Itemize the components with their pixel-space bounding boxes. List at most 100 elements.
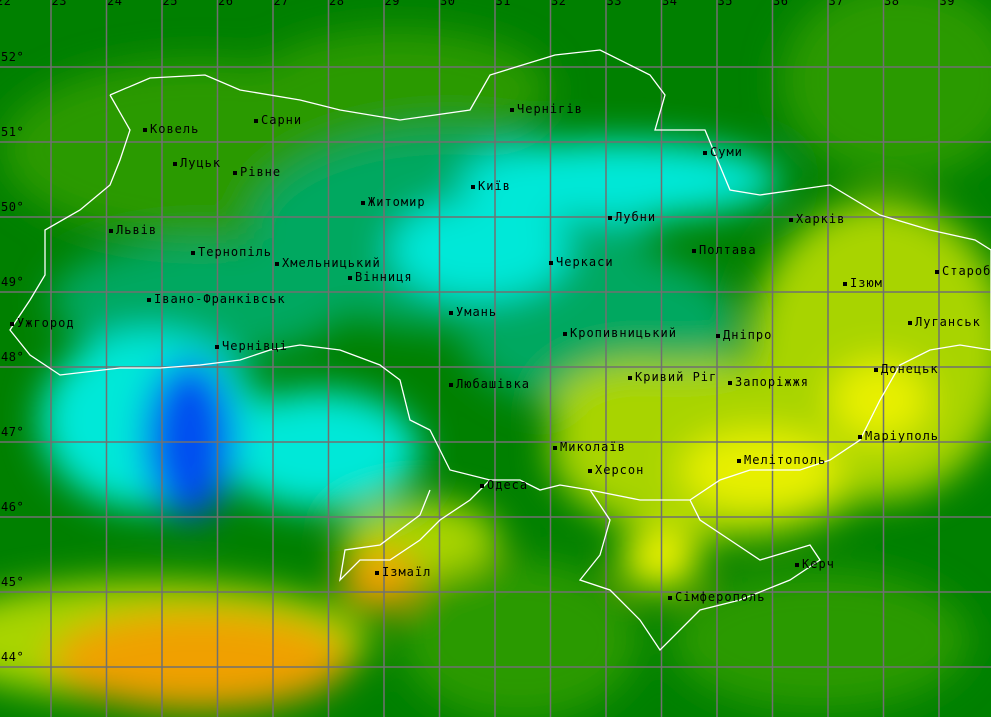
city-dot-icon (109, 228, 113, 233)
city-marker: Івано-Франківськ (147, 293, 286, 305)
longitude-label: 24 (107, 0, 123, 8)
city-label: Маріуполь (865, 429, 940, 443)
city-label: Житомир (368, 195, 426, 209)
city-marker: Керч (795, 558, 835, 570)
latitude-label: 45° (1, 575, 25, 589)
city-dot-icon (375, 570, 379, 575)
city-label: Старобільськ (942, 264, 991, 278)
field-region (780, 0, 991, 180)
field-region (460, 140, 780, 220)
city-dot-icon (348, 275, 352, 280)
city-label: Кропивницький (570, 326, 677, 340)
city-marker: Суми (703, 146, 743, 158)
city-label: Запоріжжя (735, 375, 810, 389)
city-dot-icon (703, 150, 707, 155)
city-label: Суми (710, 145, 743, 159)
longitude-label: 38 (884, 0, 900, 8)
longitude-label: 27 (273, 0, 289, 8)
longitude-label: 28 (329, 0, 345, 8)
city-dot-icon (143, 127, 147, 132)
city-marker: Житомир (361, 196, 426, 208)
city-label: Мелітополь (744, 453, 827, 467)
field-region (340, 550, 420, 610)
latitude-label: 50° (1, 200, 25, 214)
city-marker: Хмельницький (275, 257, 381, 269)
city-marker: Луцьк (173, 157, 221, 169)
field-region (550, 360, 730, 460)
city-marker: Сімферополь (668, 591, 765, 603)
city-dot-icon (668, 595, 672, 600)
city-dot-icon (215, 344, 219, 349)
city-marker: Львів (109, 224, 157, 236)
city-marker: Кропивницький (563, 327, 677, 339)
city-dot-icon (173, 161, 177, 166)
city-marker: Київ (471, 180, 511, 192)
city-label: Луганськ (915, 315, 981, 329)
city-dot-icon (361, 200, 365, 205)
field-region (220, 390, 420, 510)
city-label: Ізюм (850, 276, 883, 290)
city-marker: Донецьк (874, 363, 939, 375)
city-label: Лубни (615, 210, 657, 224)
city-dot-icon (692, 248, 696, 253)
latitude-label: 47° (1, 425, 25, 439)
field-region (390, 200, 570, 300)
city-dot-icon (553, 445, 557, 450)
city-dot-icon (480, 483, 484, 488)
city-marker: Ковель (143, 123, 199, 135)
city-marker: Миколаїв (553, 441, 626, 453)
field-region (620, 530, 700, 590)
city-label: Керч (802, 557, 835, 571)
city-label: Ужгород (17, 316, 75, 330)
city-marker: Старобільськ (935, 265, 991, 277)
city-marker: Полтава (692, 244, 757, 256)
city-marker: Луганськ (908, 316, 981, 328)
city-marker: Чернівці (215, 340, 288, 352)
city-label: Луцьк (180, 156, 222, 170)
city-marker: Херсон (588, 464, 644, 476)
city-label: Львів (116, 223, 158, 237)
city-marker: Любашівка (449, 378, 530, 390)
city-marker: Маріуполь (858, 430, 939, 442)
city-label: Сарни (261, 113, 303, 127)
longitude-label: 35 (717, 0, 733, 8)
longitude-label: 25 (162, 0, 178, 8)
city-label: Рівне (240, 165, 282, 179)
city-marker: Сарни (254, 114, 302, 126)
city-dot-icon (510, 107, 514, 112)
city-marker: Чернігів (510, 103, 583, 115)
longitude-label: 22 (0, 0, 12, 8)
longitude-label: 30 (440, 0, 456, 8)
city-label: Івано-Франківськ (154, 292, 286, 306)
coast-crimea (578, 489, 821, 652)
longitude-label: 33 (606, 0, 622, 8)
city-label: Полтава (699, 243, 757, 257)
city-dot-icon (588, 468, 592, 473)
city-label: Ізмаїл (382, 565, 432, 579)
city-marker: Кривий Ріг (628, 371, 717, 383)
latitude-label: 46° (1, 500, 25, 514)
city-label: Харків (796, 212, 846, 226)
city-label: Одеса (487, 478, 529, 492)
city-dot-icon (935, 269, 939, 274)
latitude-label: 49° (1, 275, 25, 289)
city-marker: Ужгород (10, 317, 75, 329)
city-dot-icon (608, 215, 612, 220)
city-dot-icon (449, 310, 453, 315)
field-region (50, 610, 350, 710)
city-marker: Умань (449, 306, 497, 318)
city-dot-icon (471, 184, 475, 189)
city-label: Чернівці (222, 339, 288, 353)
city-marker: Вінниця (348, 271, 413, 283)
city-dot-icon (728, 380, 732, 385)
city-marker: Рівне (233, 166, 281, 178)
city-marker: Харків (789, 213, 845, 225)
city-label: Хмельницький (282, 256, 381, 270)
city-marker: Черкаси (549, 256, 614, 268)
city-marker: Ізмаїл (375, 566, 431, 578)
longitude-label: 37 (828, 0, 844, 8)
city-dot-icon (789, 217, 793, 222)
longitude-label: 26 (218, 0, 234, 8)
